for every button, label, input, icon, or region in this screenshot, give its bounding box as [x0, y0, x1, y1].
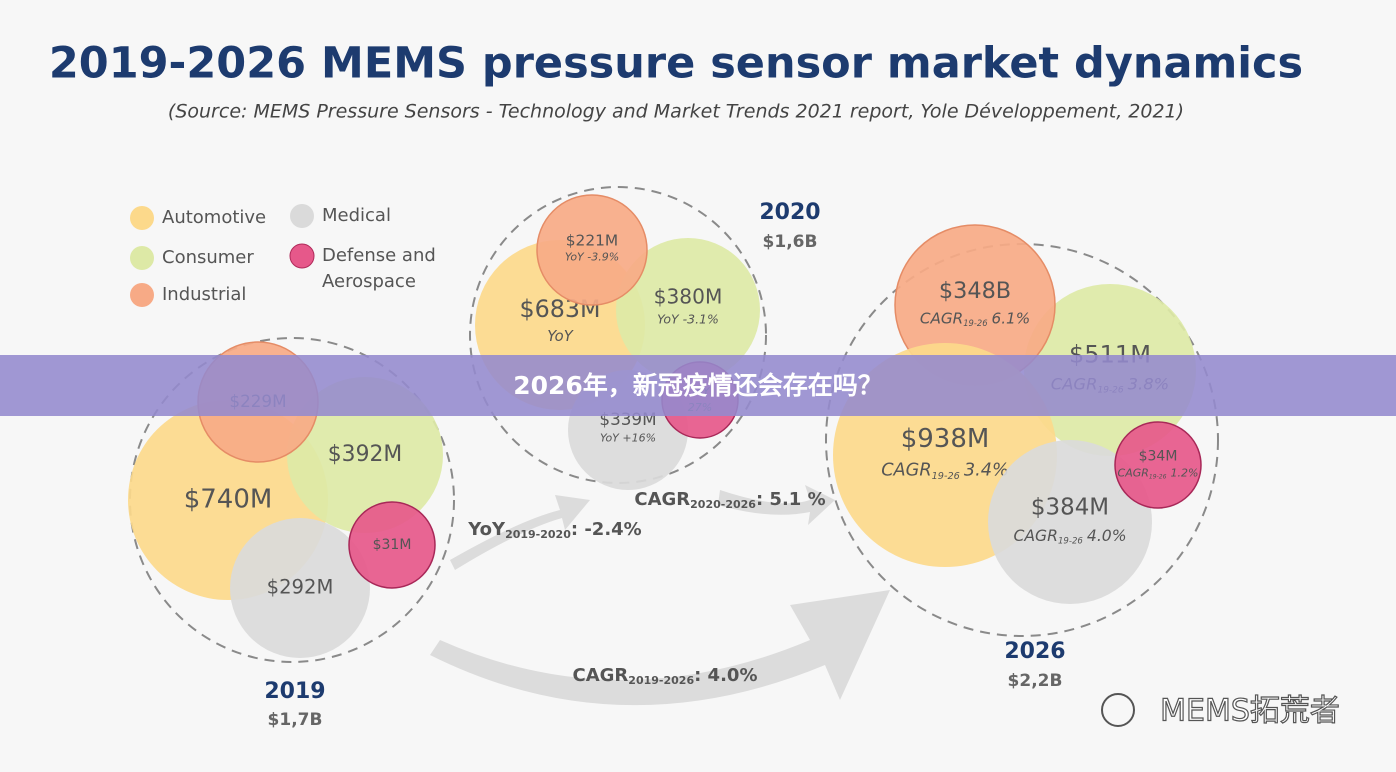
growth-label: CAGR2020-2026: 5.1 %: [634, 489, 825, 511]
metric: CAGR19-26 3.4%: [881, 461, 1009, 482]
growth-metric: CAGR: [573, 665, 629, 686]
metric-name: CAGR: [1013, 526, 1058, 544]
legend-swatch: [130, 246, 154, 270]
metric: CAGR19-26 1.2%: [1118, 466, 1199, 480]
legend-label: Defense and: [322, 245, 436, 266]
legend-label: Industrial: [162, 284, 246, 305]
title: 2019-2026 MEMS pressure sensor market dy…: [49, 39, 1303, 89]
bubble-value: $938M: [901, 424, 990, 454]
banner-text: 2026年，新冠疫情还会存在吗？: [513, 371, 883, 400]
bubble-note: YoY +16%: [600, 431, 656, 444]
banner: [0, 355, 1396, 416]
bubble-value: $31M: [373, 537, 412, 553]
bubble-note: YoY -3.9%: [565, 251, 619, 264]
metric-rate: 1.2%: [1171, 466, 1199, 479]
bubble-value: $384M: [1031, 495, 1109, 521]
arrow: [430, 590, 890, 706]
growth-period: 2020-2026: [690, 498, 756, 511]
bubble: [1114, 421, 1202, 509]
legend-swatch: [289, 243, 315, 269]
legend: Automotive Consumer Industrial Medical Defen…: [130, 204, 436, 307]
bubble-value: $740M: [184, 485, 273, 515]
legend-label: Consumer: [162, 247, 254, 268]
bubble-value: $292M: [267, 576, 334, 599]
metric: CAGR19-26 4.0%: [1013, 526, 1126, 546]
metric-rate: 4.0%: [1087, 526, 1127, 544]
year: 2019: [264, 679, 325, 704]
year: 2026: [1004, 639, 1065, 664]
metric-period: 19-26: [1058, 536, 1083, 546]
metric-name: CAGR: [920, 309, 963, 327]
growth-rate: : 5.1 %: [756, 489, 826, 510]
metric-rate: 6.1%: [992, 309, 1031, 327]
metric-period: 19-26: [932, 471, 960, 482]
arrow: [450, 495, 590, 570]
total: $1,6B: [763, 232, 818, 252]
bubble: [536, 194, 648, 306]
group-outline: [469, 186, 767, 484]
growth-metric: CAGR: [634, 489, 690, 510]
metric-rate: 3.4%: [964, 461, 1009, 481]
metric-name: CAGR: [881, 461, 931, 481]
bubble: [988, 440, 1152, 604]
legend-label: Medical: [322, 205, 391, 226]
total: $1,7B: [268, 710, 323, 730]
legend-label: Aerospace: [322, 271, 416, 292]
source: (Source: MEMS Pressure Sensors - Technol…: [168, 101, 1184, 123]
growth-rate: : -2.4%: [571, 519, 642, 540]
metric: CAGR19-26 6.1%: [920, 309, 1030, 328]
legend-label: Automotive: [162, 207, 266, 228]
bubble-value: $221M: [566, 231, 618, 249]
arrow: [718, 485, 835, 525]
legend-swatch: [130, 206, 154, 230]
year: 2020: [759, 200, 820, 225]
bubble-value: $348B: [939, 278, 1011, 304]
bubble: [348, 501, 436, 589]
growth-period: 2019-2026: [628, 674, 694, 687]
watermark: MEMS拓荒者: [1160, 694, 1340, 729]
group-outline: [129, 337, 455, 663]
legend-swatch: [290, 204, 314, 228]
bubble-value: $34M: [1139, 449, 1178, 465]
metric-period: 19-26: [963, 318, 987, 328]
total: $2,2B: [1008, 671, 1063, 691]
growth-labels: YoY2019-2020: -2.4%CAGR2020-2026: 5.1 %C…: [467, 489, 825, 687]
bubble-value: $380M: [654, 284, 723, 308]
metric-name: CAGR: [1118, 466, 1149, 479]
metric-period: 19-26: [1149, 474, 1167, 481]
legend-swatch: [130, 283, 154, 307]
watermark-icon: [1101, 693, 1135, 727]
bubble-note: YoY: [547, 328, 573, 345]
bubble-value: $392M: [328, 442, 402, 467]
growth-metric: YoY: [467, 519, 506, 540]
bubble-note: YoY -3.1%: [657, 312, 719, 327]
growth-period: 2019-2020: [505, 528, 571, 541]
growth-rate: : 4.0%: [694, 665, 757, 686]
bubble: [230, 518, 370, 658]
growth-label: YoY2019-2020: -2.4%: [467, 519, 641, 541]
bubble: [616, 238, 760, 382]
growth-label: CAGR2019-2026: 4.0%: [573, 665, 758, 687]
